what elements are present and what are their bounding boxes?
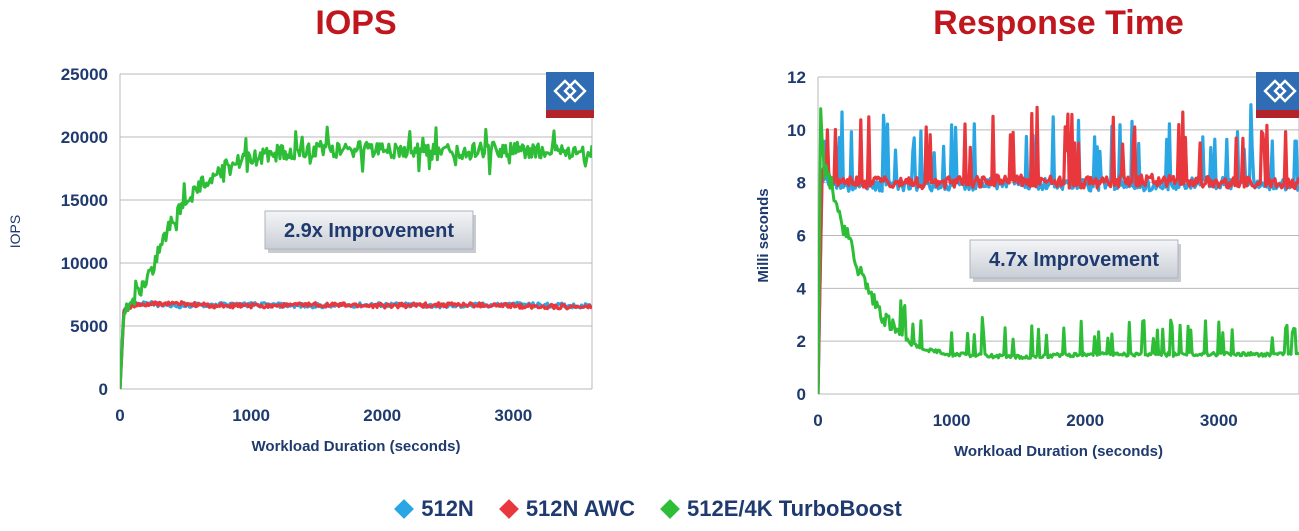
- iops-y-tick-label: 15000: [61, 191, 108, 210]
- legend-label-512n: 512N: [421, 496, 474, 521]
- resp-x-tick-label: 1000: [933, 411, 971, 430]
- legend-item-512n-awc: 512N AWC: [498, 496, 636, 522]
- legend-item-turboboost: 512E/4K TurboBoost: [660, 496, 902, 522]
- resp-x-tick-label: 2000: [1066, 411, 1104, 430]
- iops-x-tick-label: 1000: [232, 406, 270, 425]
- resp-y-tick-label: 2: [797, 332, 806, 351]
- response-time-chart: 0 2 4 6 8 10 12 0 1000 2000 3000 Workload Duration …: [755, 68, 1299, 460]
- iops-x-tick-label: 2000: [363, 406, 401, 425]
- iops-y-tick-label: 25000: [61, 65, 108, 84]
- legend-label-turboboost: 512E/4K TurboBoost: [687, 496, 902, 521]
- resp-series-512n-awc: [818, 105, 1299, 394]
- iops-series-512n-awc: [120, 300, 592, 389]
- iops-x-tick-label: 0: [115, 406, 124, 425]
- resp-improvement-text: 4.7x Improvement: [989, 249, 1159, 271]
- iops-chart-panel: 0 5000 10000 15000 20000 25000 0 1000 2000 3000 Wo…: [0, 60, 620, 480]
- iops-chart: 0 5000 10000 15000 20000 25000 0 1000 2000 3000 Wo…: [7, 65, 594, 455]
- iops-series-512e-4k-turboboost: [120, 125, 592, 389]
- resp-series-512e-4k-turboboost: [818, 107, 1299, 394]
- iops-logo-badge-icon: [546, 72, 594, 118]
- iops-y-axis-title: IOPS: [7, 215, 23, 248]
- iops-x-axis-title: Workload Duration (seconds): [252, 438, 461, 455]
- iops-chart-title: IOPS: [315, 4, 397, 42]
- legend-marker-512n-icon: [394, 499, 415, 519]
- response-time-chart-title: Response Time: [933, 4, 1184, 42]
- chart-legend: 512N 512N AWC 512E/4K TurboBoost: [0, 496, 1299, 522]
- resp-logo-badge-icon: [1256, 72, 1299, 118]
- legend-marker-turboboost-icon: [660, 499, 680, 519]
- iops-y-tick-label: 0: [99, 380, 108, 399]
- resp-y-tick-label: 10: [787, 121, 806, 140]
- resp-x-tick-label: 3000: [1200, 411, 1238, 430]
- iops-improvement-text: 2.9x Improvement: [284, 220, 454, 242]
- iops-y-tick-label: 20000: [61, 128, 108, 147]
- resp-y-tick-label: 12: [787, 68, 806, 87]
- resp-y-tick-label: 8: [797, 174, 806, 193]
- iops-y-tick-label: 5000: [70, 317, 108, 336]
- legend-label-512n-awc: 512N AWC: [525, 496, 636, 521]
- response-time-chart-panel: 0 2 4 6 8 10 12 0 1000 2000 3000 Workload Duration …: [730, 60, 1299, 480]
- resp-x-axis-title: Workload Duration (seconds): [954, 443, 1163, 460]
- iops-improvement-callout: [264, 210, 474, 250]
- resp-x-tick-label: 0: [813, 411, 822, 430]
- legend-marker-512n-awc-icon: [498, 499, 519, 519]
- resp-y-tick-label: 4: [797, 279, 807, 298]
- resp-improvement-callout: [969, 239, 1179, 279]
- iops-series-512n: [120, 300, 592, 389]
- legend-item-512n: 512N: [394, 496, 474, 522]
- iops-x-tick-label: 3000: [494, 406, 532, 425]
- iops-y-tick-label: 10000: [61, 254, 108, 273]
- resp-y-tick-label: 0: [797, 385, 806, 404]
- resp-y-axis-title: Milli seconds: [755, 188, 772, 282]
- resp-y-tick-label: 6: [797, 227, 806, 246]
